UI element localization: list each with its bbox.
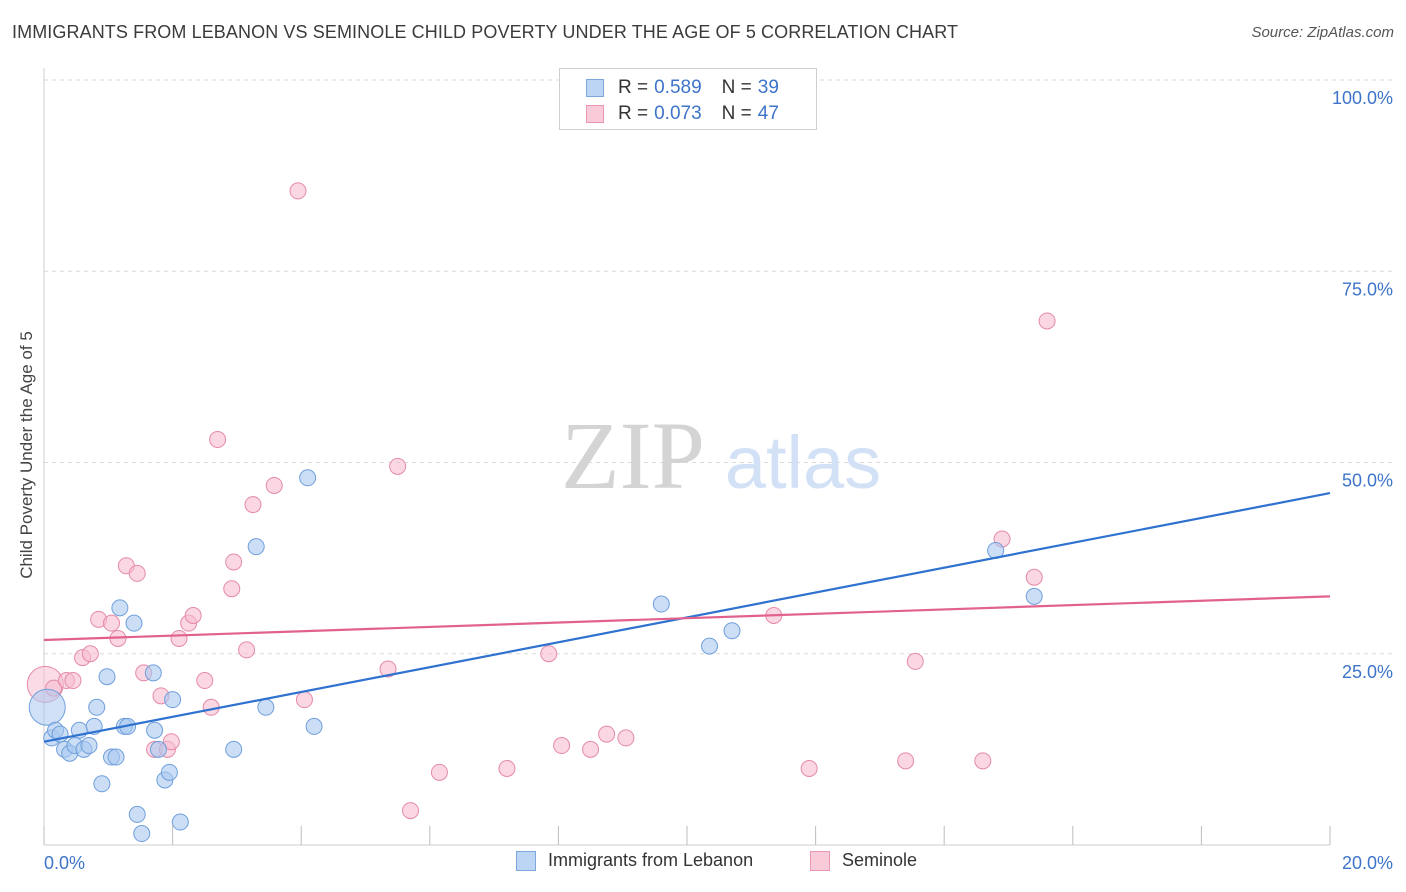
seminole-point xyxy=(265,476,283,494)
seminole-point xyxy=(379,660,397,678)
chart-title: IMMIGRANTS FROM LEBANON VS SEMINOLE CHIL… xyxy=(12,22,959,42)
seminole-point xyxy=(81,645,99,663)
lebanon-point xyxy=(257,698,275,716)
seminole-point xyxy=(598,725,616,743)
lebanon-point xyxy=(98,668,116,686)
seminole-point xyxy=(170,629,188,647)
seminole-points xyxy=(26,182,1056,820)
legend-label-lebanon: Immigrants from Lebanon xyxy=(548,850,754,870)
seminole-point xyxy=(289,182,307,200)
seminole-point xyxy=(223,580,241,598)
seminole-point xyxy=(430,763,448,781)
lebanon-points xyxy=(28,469,1043,843)
legend-swatch-pink xyxy=(810,850,830,871)
seminole-trend-line xyxy=(43,595,1331,642)
seminole-point xyxy=(238,641,256,659)
source-label: Source: ZipAtlas.com xyxy=(1251,24,1394,41)
lebanon-point xyxy=(125,614,143,632)
seminole-point xyxy=(225,553,243,571)
r-value: 0.073 xyxy=(654,103,702,124)
n-label: N = xyxy=(721,77,752,98)
seminole-point xyxy=(402,802,420,820)
n-value: 39 xyxy=(757,77,779,98)
seminole-point xyxy=(209,431,227,449)
seminole-point xyxy=(64,672,82,690)
seminole-point xyxy=(103,614,121,632)
lebanon-point xyxy=(88,698,106,716)
stats-legend: R = 0.589 N = 39 R = 0.073 N = 47 xyxy=(559,68,817,130)
lebanon-point xyxy=(305,717,323,735)
seminole-point xyxy=(540,645,558,663)
lebanon-point xyxy=(28,688,66,726)
legend-item-seminole: Seminole xyxy=(810,850,917,871)
y-tick-label: 100.0% xyxy=(1332,88,1393,108)
lebanon-point xyxy=(144,664,162,682)
lebanon-point xyxy=(225,740,243,758)
legend-label-seminole: Seminole xyxy=(842,850,918,870)
seminole-point xyxy=(196,672,214,690)
axes xyxy=(43,68,1331,846)
seminole-point xyxy=(295,691,313,709)
gridlines xyxy=(44,79,1392,655)
seminole-point xyxy=(897,752,915,770)
legend-swatch-blue xyxy=(586,79,604,97)
legend-item-lebanon: Immigrants from Lebanon xyxy=(516,850,753,871)
lebanon-point xyxy=(652,595,670,613)
series-legend: Immigrants from Lebanon Seminole xyxy=(0,850,1406,878)
r-label: R = xyxy=(618,77,649,98)
lebanon-point xyxy=(701,637,719,655)
y-tick-label: 75.0% xyxy=(1342,279,1393,299)
seminole-point xyxy=(244,496,262,514)
seminole-point xyxy=(1025,568,1043,586)
lebanon-point xyxy=(1025,587,1043,605)
lebanon-point xyxy=(247,538,265,556)
n-value: 47 xyxy=(757,103,779,124)
lebanon-point xyxy=(133,825,151,843)
watermark: ZIP atlas xyxy=(561,402,881,509)
r-value: 0.589 xyxy=(654,77,702,98)
watermark-zip: ZIP xyxy=(561,402,705,509)
seminole-point xyxy=(389,457,407,475)
y-tick-label: 25.0% xyxy=(1342,662,1393,682)
lebanon-point xyxy=(111,599,129,617)
seminole-point xyxy=(184,607,202,624)
n-label: N = xyxy=(721,103,752,124)
lebanon-point xyxy=(149,740,167,758)
lebanon-point xyxy=(160,763,178,781)
seminole-point xyxy=(498,760,516,777)
legend-row-seminole: R = 0.073 N = 47 xyxy=(586,102,779,126)
y-tick-label: 50.0% xyxy=(1342,471,1393,491)
seminole-point xyxy=(162,733,180,751)
x-tick-label: 0.0% xyxy=(44,853,85,873)
seminole-point xyxy=(974,752,992,770)
trend-lines xyxy=(43,492,1331,743)
seminole-point xyxy=(800,760,818,777)
legend-swatch-pink xyxy=(586,105,604,123)
lebanon-point xyxy=(171,813,189,831)
legend-row-lebanon: R = 0.589 N = 39 xyxy=(586,76,779,100)
seminole-point xyxy=(582,740,600,758)
r-label: R = xyxy=(618,103,649,124)
lebanon-point xyxy=(93,775,111,793)
seminole-point xyxy=(128,564,146,582)
lebanon-point xyxy=(107,748,125,766)
legend-swatch-blue xyxy=(516,850,536,871)
seminole-point xyxy=(553,737,571,755)
seminole-point xyxy=(1038,312,1056,330)
seminole-point xyxy=(906,652,924,670)
tick-labels: 25.0% 50.0% 75.0% 100.0% 0.0% 20.0% xyxy=(44,88,1393,873)
lebanon-point xyxy=(80,737,98,755)
x-tick-label: 20.0% xyxy=(1342,853,1393,873)
seminole-point xyxy=(617,729,635,747)
lebanon-point xyxy=(146,721,164,739)
watermark-atlas: atlas xyxy=(725,421,881,504)
lebanon-point xyxy=(164,691,182,709)
lebanon-point xyxy=(128,805,146,823)
lebanon-point xyxy=(723,622,741,640)
lebanon-point xyxy=(299,469,317,487)
